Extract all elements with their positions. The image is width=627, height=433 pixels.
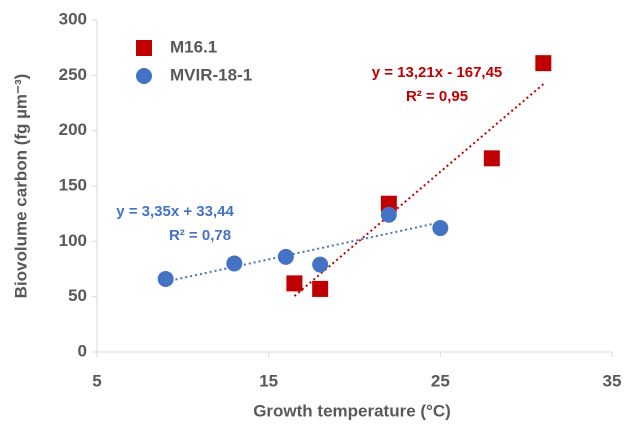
legend-label: M16.1 [170,37,217,56]
trend-r2: R² = 0,78 [169,227,231,244]
marker [535,55,552,72]
legend-marker [136,40,152,56]
x-tick-label: 15 [259,371,278,390]
marker [226,255,243,272]
y-axis-label: Biovolume carbon (fg µm⁻³) [11,74,30,299]
y-tick-label: 200 [59,120,87,139]
x-axis-label: Growth temperature (°C) [253,401,451,420]
y-tick-label: 0 [78,341,87,360]
trendline [293,83,544,297]
legend-marker [136,68,152,84]
marker [312,256,329,273]
trend-equation: y = 13,21x - 167,45 [372,64,503,81]
y-tick-label: 300 [59,9,87,28]
marker [380,206,397,223]
marker [312,280,329,297]
x-tick-label: 35 [603,371,622,390]
marker [277,248,294,265]
marker [432,220,449,237]
trendline [165,221,441,283]
y-tick-label: 50 [68,286,87,305]
marker [380,195,397,212]
trend-equation: y = 3,35x + 33,44 [116,203,234,220]
y-tick-label: 250 [59,65,87,84]
x-tick-label: 5 [92,371,101,390]
x-tick-label: 25 [431,371,450,390]
trend-r2: R² = 0,95 [406,88,468,105]
marker [483,150,500,167]
marker [286,275,303,292]
legend-label: MVIR-18-1 [170,65,252,84]
y-tick-label: 100 [59,231,87,250]
y-tick-label: 150 [59,175,87,194]
marker [157,270,174,287]
